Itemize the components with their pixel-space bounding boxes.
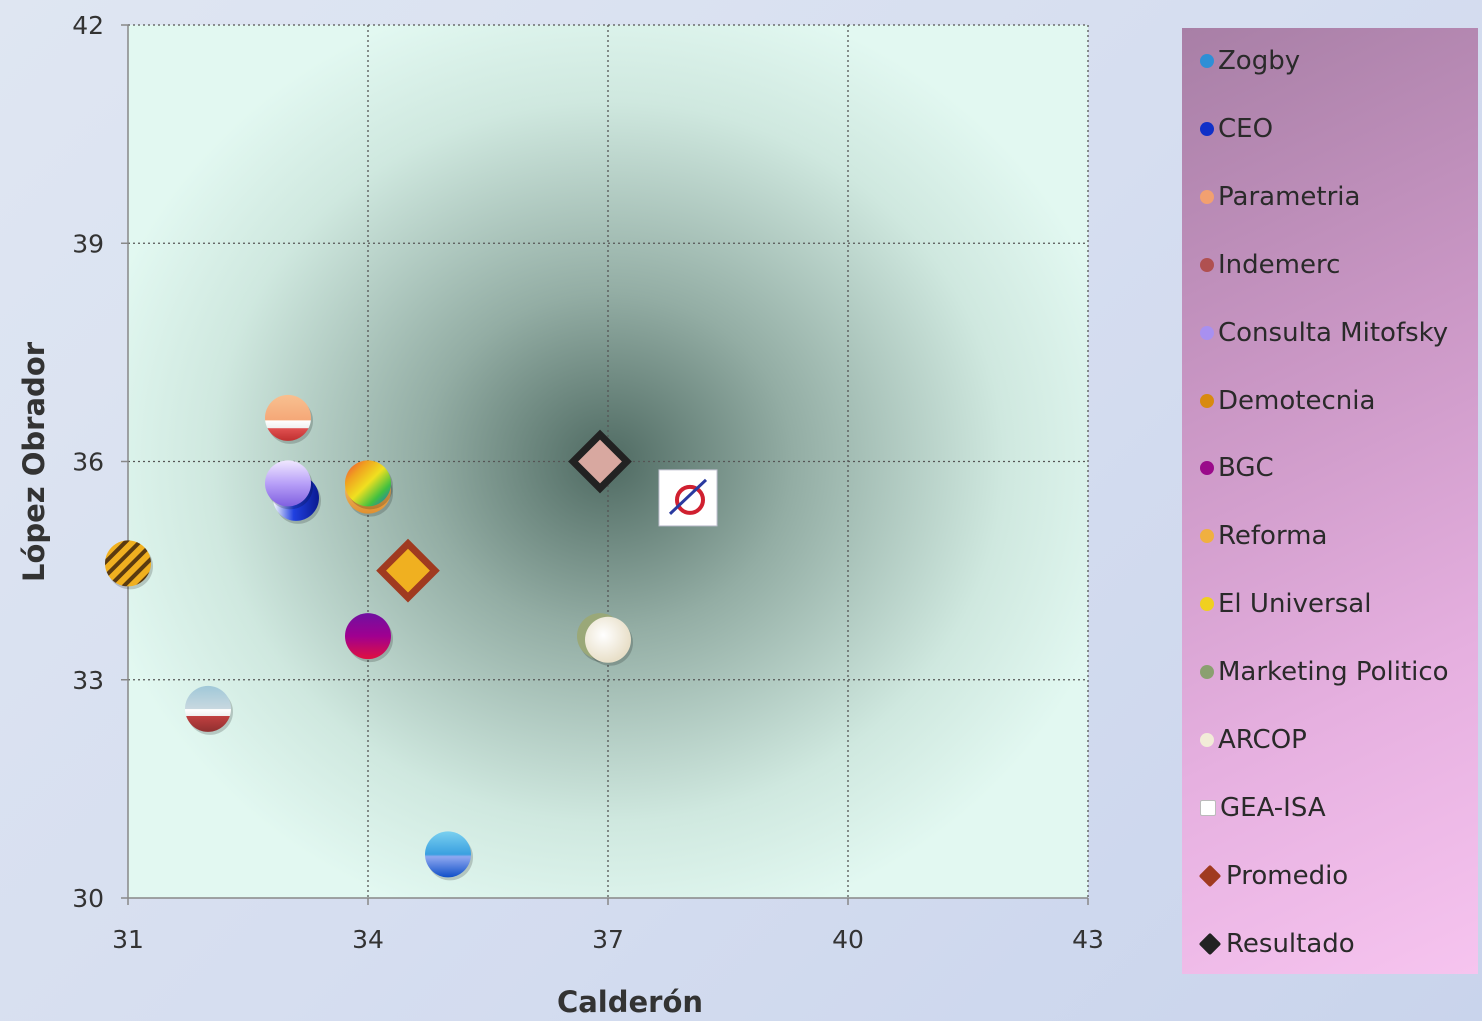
legend-label: GEA-ISA xyxy=(1220,792,1326,823)
y-tick-label: 42 xyxy=(72,11,104,40)
legend-marker xyxy=(1200,733,1214,747)
data-points xyxy=(105,394,718,881)
point-glyph xyxy=(668,478,708,515)
legend-marker xyxy=(1200,393,1214,408)
legend-item-consulta-mitofsky: Consulta Mitofsky xyxy=(1182,313,1448,353)
legend-item-demotecnia: Demotecnia xyxy=(1182,381,1375,421)
point-arcop xyxy=(585,616,633,666)
legend-marker xyxy=(1200,597,1214,612)
point-el-universal xyxy=(345,460,393,510)
legend-item-ceo: CEO xyxy=(1182,109,1273,149)
legend-item-el-universal: El Universal xyxy=(1182,584,1371,624)
legend-marker xyxy=(1198,932,1222,956)
legend-label: Indemerc xyxy=(1218,249,1341,280)
legend-label: CEO xyxy=(1218,113,1274,144)
point-marker xyxy=(376,538,440,603)
tick-labels: 31 34 37 40 43 30 33 36 39 42 xyxy=(72,11,1104,954)
x-tick-label: 31 xyxy=(112,925,144,954)
x-axis-title: Calderón xyxy=(557,985,703,1019)
legend-marker xyxy=(1200,665,1214,680)
point-glyph xyxy=(675,484,705,515)
legend-item-parametria: Parametria xyxy=(1182,177,1360,217)
legend-label: Resultado xyxy=(1226,928,1355,959)
x-tick-label: 40 xyxy=(832,925,864,954)
y-tick-label: 30 xyxy=(72,884,104,913)
point-marker xyxy=(425,831,471,878)
point-bgc xyxy=(345,613,393,663)
point-marker xyxy=(265,394,311,441)
legend-label: Zogby xyxy=(1218,46,1301,76)
point-gea-isa xyxy=(658,469,718,527)
y-tick-label: 33 xyxy=(72,666,104,695)
legend-label: Consulta Mitofsky xyxy=(1218,317,1449,348)
point-indemerc xyxy=(185,685,233,735)
legend-marker xyxy=(1198,864,1222,888)
y-tick-label: 39 xyxy=(72,229,104,258)
point-marker xyxy=(185,685,231,732)
point-marker xyxy=(345,613,391,660)
legend-item-resultado: Resultado xyxy=(1182,924,1355,964)
y-tick-label: 36 xyxy=(72,448,104,477)
legend: Zogby CEO Parametria Indemerc Consulta Mitof… xyxy=(1182,28,1478,974)
legend-marker xyxy=(1200,799,1216,816)
legend-marker xyxy=(1200,529,1214,544)
point-marker xyxy=(568,429,632,494)
point-marker xyxy=(265,460,311,507)
legend-label: Parametria xyxy=(1218,181,1361,212)
point-marker xyxy=(105,540,151,587)
legend-marker xyxy=(1200,325,1214,340)
legend-item-promedio: Promedio xyxy=(1182,856,1348,896)
legend-item-bgc: BGC xyxy=(1182,448,1274,488)
point-consulta-mitofsky xyxy=(265,460,313,510)
legend-marker xyxy=(1200,461,1214,476)
legend-item-indemerc: Indemerc xyxy=(1182,245,1340,285)
legend-item-zogby: Zogby xyxy=(1182,41,1300,81)
legend-marker xyxy=(1200,54,1214,68)
point-promedio xyxy=(376,538,440,603)
legend-item-marketing-politico: Marketing Politico xyxy=(1182,652,1449,692)
point-zogby xyxy=(425,831,473,881)
legend-marker xyxy=(1200,121,1214,136)
legend-label: ARCOP xyxy=(1218,725,1307,755)
legend-item-gea-isa: GEA-ISA xyxy=(1182,788,1326,828)
legend-item-arcop: ARCOP xyxy=(1182,720,1307,760)
legend-label: BGC xyxy=(1218,453,1274,484)
legend-label: Demotecnia xyxy=(1218,385,1376,416)
point-marker xyxy=(585,616,631,663)
point-demotecnia xyxy=(105,540,153,590)
legend-label: Reforma xyxy=(1218,521,1328,552)
legend-label: Marketing Politico xyxy=(1218,657,1449,688)
point-parametria xyxy=(265,394,313,444)
x-tick-label: 34 xyxy=(352,925,384,954)
y-axis-title: López Obrador xyxy=(17,341,51,582)
legend-marker xyxy=(1200,189,1214,204)
legend-marker xyxy=(1200,257,1214,272)
point-resultado xyxy=(568,429,632,494)
legend-label: Promedio xyxy=(1226,860,1349,891)
x-tick-label: 43 xyxy=(1072,925,1104,954)
point-marker xyxy=(345,460,391,507)
legend-item-reforma: Reforma xyxy=(1182,516,1327,556)
legend-label: El Universal xyxy=(1218,589,1372,620)
x-tick-label: 37 xyxy=(592,925,624,954)
